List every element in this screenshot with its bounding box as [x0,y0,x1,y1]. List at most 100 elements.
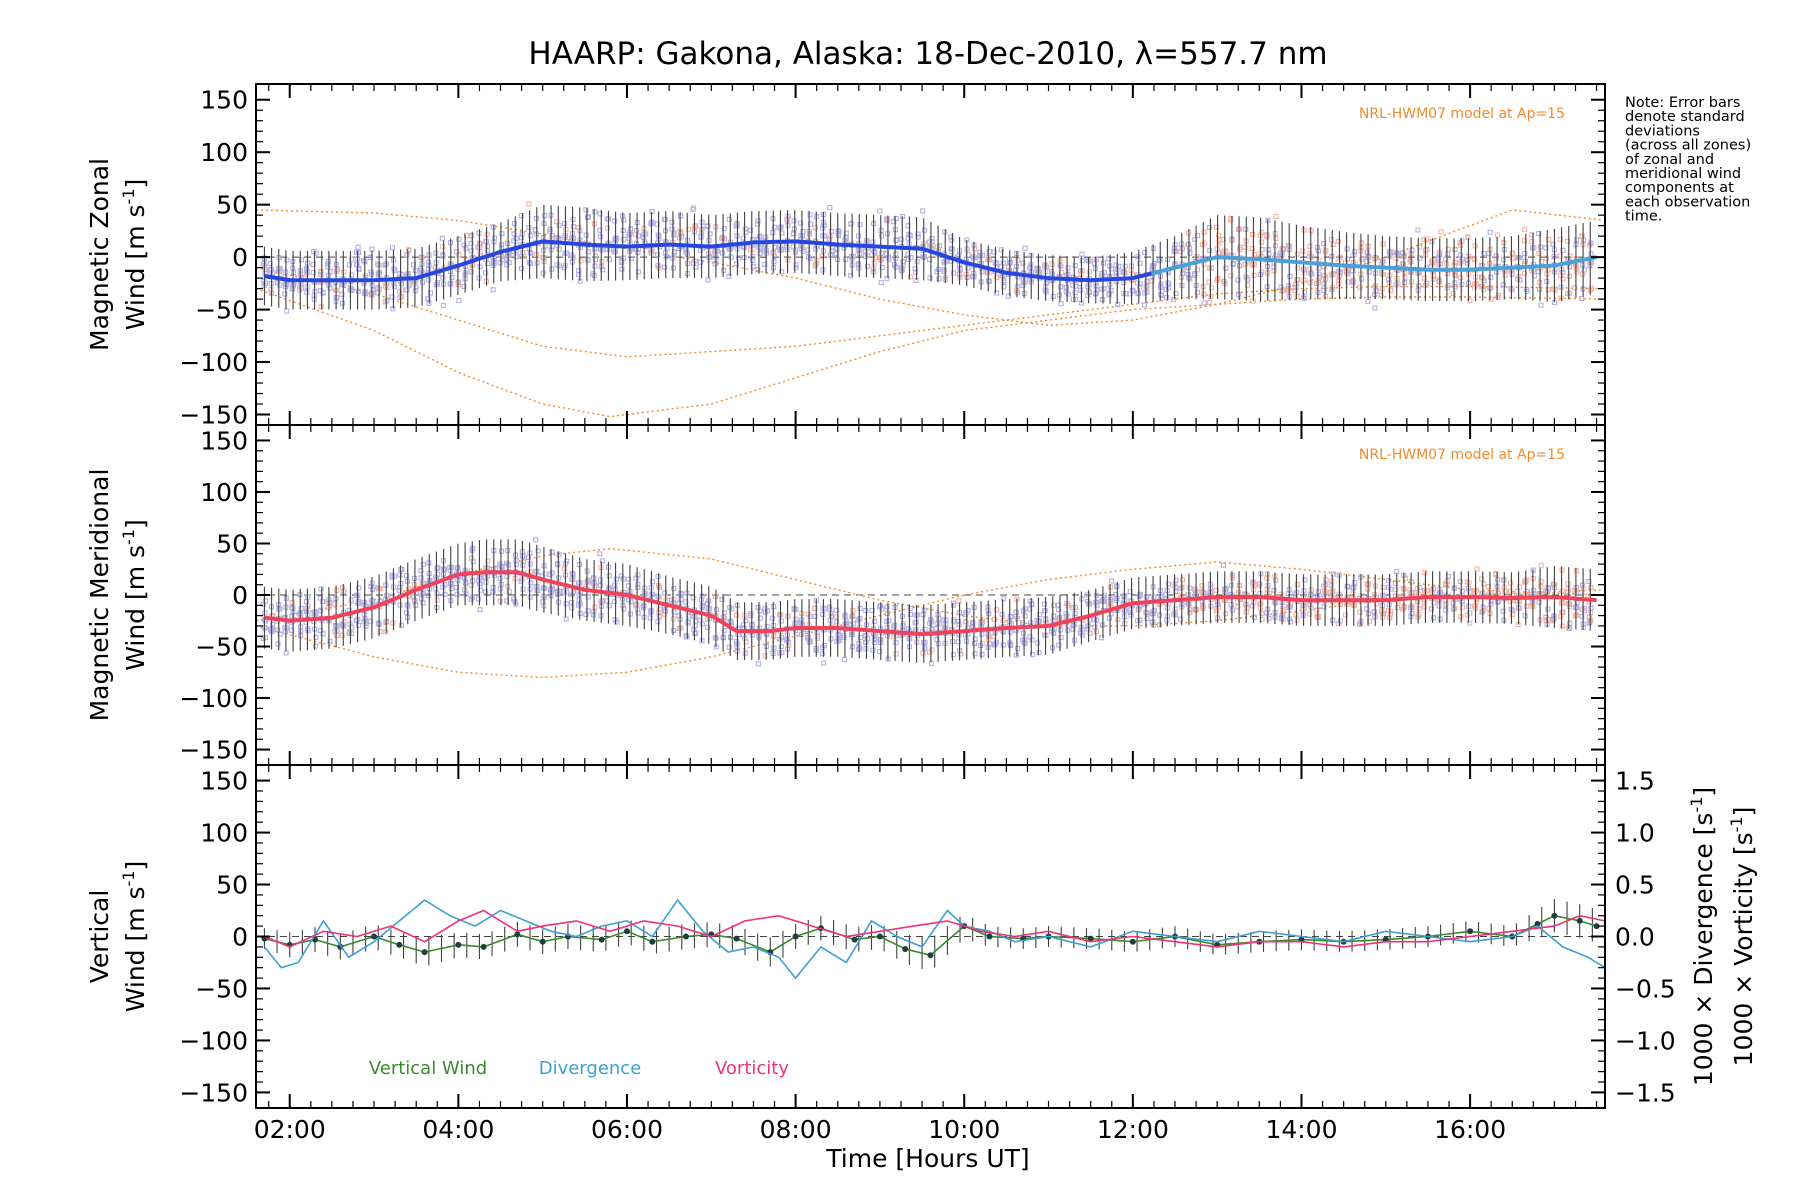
zone-point [355,244,361,250]
zone-point [1321,272,1327,279]
y-axis: −150 −100 −50 0 50 100 150 [179,767,270,1107]
zone-point [772,244,778,250]
zone-point [1323,577,1329,583]
zone-point [576,224,582,231]
vertical-wind-point [623,928,630,935]
zone-point [1531,273,1537,279]
zone-point [592,604,598,610]
zone-point [993,639,999,645]
zone-point [1078,287,1084,293]
zone-point [1223,265,1229,271]
zone-point [1538,259,1545,265]
zone-point [1194,267,1201,273]
zone-point [690,595,696,601]
zone-point [1015,257,1021,263]
zone-point [941,268,947,275]
zone-point [835,633,841,639]
zone-point [1058,284,1064,290]
zone-point [848,621,854,627]
zone-point [1588,584,1594,590]
zone-point [1264,284,1270,290]
zone-point [1579,606,1585,612]
zone-point [1574,266,1580,272]
zone-point [697,617,703,623]
zone-point [721,628,727,634]
zone-point [1158,593,1164,599]
zone-point [554,219,560,225]
zone-point [1049,261,1055,267]
zone-point [856,233,862,239]
zone-point [1043,289,1049,295]
y-axis-title: Magnetic Zonal [85,158,114,351]
model-curve [256,547,1601,627]
zone-point [1421,237,1427,243]
zone-point [1273,577,1279,583]
zone-point [671,250,677,256]
zone-point [1177,616,1184,622]
zone-point [633,602,639,608]
zone-point [1316,271,1322,277]
zone-point [1065,271,1071,277]
zone-point [554,262,560,268]
zone-point [1321,288,1327,294]
y-axis: −150 −100 −50 0 50 100 150 [179,86,1605,430]
zone-point [1235,604,1241,610]
zone-point [1049,268,1055,275]
zone-point [1178,585,1184,591]
zone-point [1424,236,1430,242]
zone-point [635,581,641,587]
zone-point [556,552,562,558]
zone-point [671,627,677,633]
zone-point [942,229,948,235]
zone-point [1022,278,1029,284]
zone-point [1079,627,1085,633]
zone-point [397,271,403,277]
zone-point [418,568,424,574]
zone-point [1035,640,1041,646]
zone-point [576,592,582,598]
zone-point [368,292,374,298]
panel-1: −150 −100 −50 0 50 100 150 Magnetic Zonal Wind [… [85,83,1606,430]
zone-point [305,628,311,634]
y2-tick-label: 0.5 [1615,871,1655,900]
zone-point [956,598,962,604]
zone-point [375,261,381,267]
zone-point [526,201,532,207]
zone-point [490,287,496,293]
zone-point [821,233,828,239]
vertical-wind-point [455,941,462,948]
zone-point [384,298,390,304]
zone-point [1538,562,1544,568]
zone-point [597,234,603,240]
zone-point [843,234,849,240]
zone-point [969,254,976,260]
zone-point [1272,252,1279,258]
zone-point [1357,609,1363,615]
zone-point [1292,288,1298,294]
zone-point [1445,573,1451,579]
zone-point [1092,260,1098,267]
zone-point [1144,610,1150,616]
zone-point [592,257,598,263]
zone-point [1070,626,1076,632]
zone-point [1394,568,1400,574]
zone-point [1206,224,1212,231]
zone-point [1144,615,1150,621]
zone-point [834,251,840,257]
zone-point [339,622,345,628]
zone-point [267,267,273,273]
zone-point [654,221,660,227]
zone-point [1522,250,1528,256]
zone-point [850,621,857,627]
y2-tick-label: 0.0 [1615,923,1655,952]
vertical-wind-point [598,936,605,943]
zone-point [1495,232,1501,238]
zone-point [1416,283,1422,289]
zone-point [442,591,448,597]
vertical-wind-line [264,914,1597,957]
y-tick-label: 150 [200,426,248,455]
zone-point [1445,246,1451,252]
zone-point [1479,576,1485,582]
zone-point [377,585,383,591]
zone-point [1350,268,1356,274]
